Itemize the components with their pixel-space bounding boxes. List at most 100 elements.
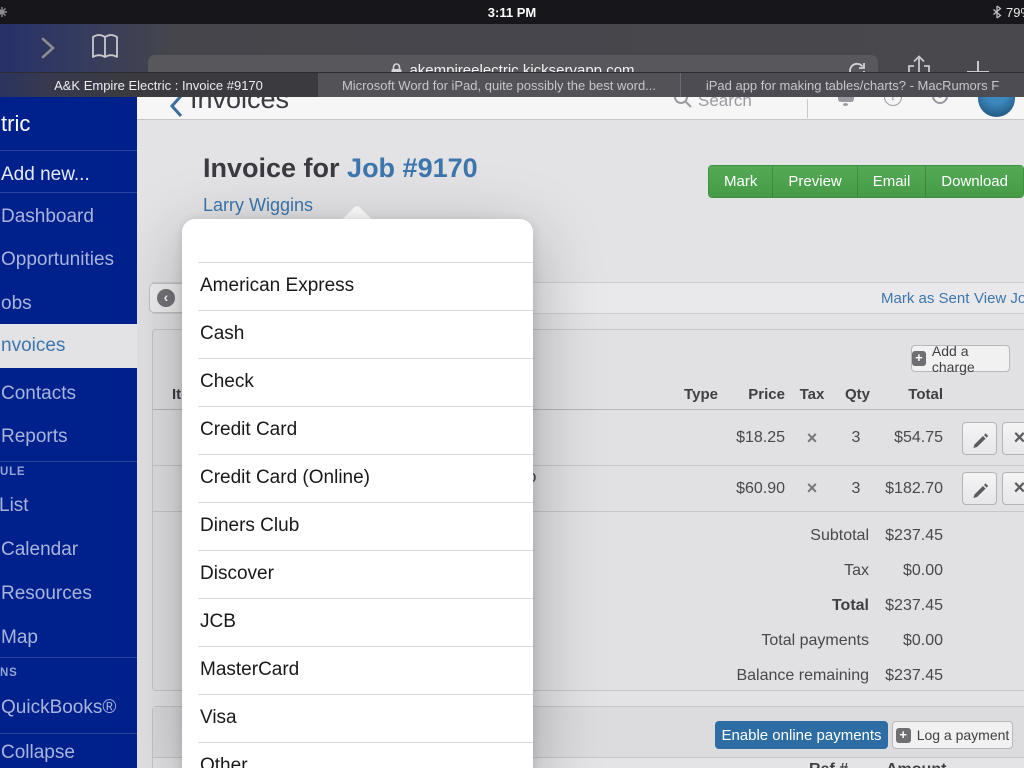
sidebar-item-collapse[interactable]: Collapse (1, 742, 75, 763)
app-sidebar: tric Add new... Dashboard Opportunities … (0, 97, 137, 768)
avatar[interactable] (978, 97, 1015, 117)
amount-column-header: Amount (886, 761, 946, 768)
sidebar-item-dashboard[interactable]: Dashboard (1, 206, 94, 227)
sidebar-section-addons: NS (0, 667, 18, 679)
sidebar-item-calendar[interactable]: Calendar (1, 539, 79, 560)
sidebar-item-map[interactable]: Map (1, 627, 38, 648)
delete-charge-button[interactable]: × (1002, 472, 1024, 505)
add-charge-button[interactable]: + Add a charge (911, 343, 1010, 375)
sidebar-item-jobs[interactable]: obs (1, 293, 32, 314)
row-separator (153, 511, 1024, 512)
job-link[interactable]: Job #9170 (347, 153, 478, 183)
sidebar-item-invoices[interactable]: nvoices (0, 324, 137, 368)
search-input[interactable]: Search (698, 97, 752, 110)
log-payment-button[interactable]: + Log a payment (892, 721, 1013, 749)
settings-gear-icon[interactable] (932, 97, 948, 104)
sidebar-divider (0, 461, 137, 462)
email-button[interactable]: Email (856, 166, 926, 197)
search-icon[interactable] (673, 97, 693, 109)
status-bar: 3:11 PM 79% (0, 0, 1024, 24)
sidebar-item-list[interactable]: List (0, 495, 29, 516)
invoice-title-prefix: Invoice for (203, 153, 340, 183)
popover-option[interactable]: Cash (182, 310, 533, 358)
edit-charge-button[interactable] (962, 422, 997, 455)
total-value: $237.45 (885, 667, 943, 684)
view-job-link[interactable]: View Job (974, 290, 1024, 307)
tab-invoice[interactable]: A&K Empire Electric : Invoice #9170 (0, 73, 317, 98)
enable-online-payments-button[interactable]: Enable online payments (715, 721, 888, 749)
forward-icon[interactable] (40, 36, 56, 60)
page-title: Invoices (190, 97, 290, 114)
sidebar-divider (0, 657, 137, 658)
tax-x-icon: × (806, 428, 818, 448)
total-value: $237.45 (885, 597, 943, 614)
charge-row: $18.25 × 3 $54.75 × (153, 411, 1024, 465)
brand-fragment[interactable]: tric (1, 111, 31, 136)
bluetooth-icon (993, 5, 1002, 19)
row-qty: 3 (851, 480, 861, 497)
row-price: $60.90 (736, 480, 785, 497)
tab-macrumors[interactable]: iPad app for making tables/charts? - Mac… (680, 73, 1024, 98)
safari-toolbar: akempireelectric.kickservapp.com (0, 24, 1024, 85)
popover-option[interactable]: JCB (182, 598, 533, 646)
battery-percent: 79% (1006, 5, 1024, 20)
sidebar-item-quickbooks[interactable]: QuickBooks® (1, 697, 117, 718)
preview-button[interactable]: Preview (772, 166, 857, 197)
sent-status-button[interactable]: ‹ (149, 283, 186, 313)
ref-column-header: Ref # (809, 761, 848, 768)
help-icon[interactable]: ? (884, 97, 902, 106)
col-total: Total (908, 386, 943, 403)
popover-option[interactable]: Visa (182, 694, 533, 742)
download-button[interactable]: Download (925, 166, 1023, 197)
customer-link[interactable]: Larry Wiggins (203, 195, 314, 215)
col-price: Price (748, 386, 785, 403)
plus-icon: + (895, 727, 911, 743)
header-divider (807, 99, 808, 118)
sidebar-item-contacts[interactable]: Contacts (1, 383, 76, 404)
totals-row: Balance remaining $237.45 (153, 658, 1024, 693)
bookmarks-icon[interactable] (90, 33, 120, 61)
total-label: Total payments (761, 632, 869, 649)
back-chevron-icon[interactable] (169, 97, 183, 118)
popover-option[interactable]: MasterCard (182, 646, 533, 694)
totals-row: Subtotal $237.45 (153, 518, 1024, 553)
totals-row: Total $237.45 (153, 588, 1024, 623)
popover-option[interactable]: Check (182, 358, 533, 406)
log-payment-label: Log a payment (916, 727, 1010, 743)
sidebar-item-resources[interactable]: Resources (1, 583, 92, 604)
mark-as-sent-link[interactable]: Mark as Sent (881, 290, 970, 307)
sidebar-item-add-new[interactable]: Add new... (1, 164, 90, 185)
invoice-title: Invoice for Job #9170 (203, 153, 478, 184)
row-total: $182.70 (885, 480, 943, 497)
popover-option[interactable]: Credit Card (Online) (182, 454, 533, 502)
popover-option[interactable]: Other (182, 742, 533, 768)
popover-option[interactable]: American Express (182, 262, 533, 310)
clock: 3:11 PM (487, 5, 537, 20)
tab-word[interactable]: Microsoft Word for iPad, quite possibly … (317, 73, 680, 98)
sidebar-item-opportunities[interactable]: Opportunities (1, 249, 115, 270)
popover-option[interactable]: Diners Club (182, 502, 533, 550)
row-separator (153, 465, 1024, 466)
popover-option-selected[interactable] (182, 219, 533, 262)
sent-status-icon: ‹ (157, 289, 175, 307)
invoice-actions: Mark Paid Preview Email Download (708, 165, 1024, 198)
sidebar-divider (0, 192, 137, 193)
popover-option[interactable]: Credit Card (182, 406, 533, 454)
tab-bar: A&K Empire Electric : Invoice #9170 Micr… (0, 72, 1024, 98)
pencil-icon (972, 433, 988, 448)
charge-row: $60.90 × 3 $182.70 × (153, 466, 1024, 511)
sidebar-item-reports[interactable]: Reports (1, 426, 68, 447)
notifications-bell-icon[interactable] (838, 97, 854, 106)
total-label: Balance remaining (736, 667, 869, 684)
total-label: Total (831, 597, 869, 614)
edit-charge-button[interactable] (962, 472, 997, 505)
plus-icon: + (912, 351, 926, 366)
totals-row: Total payments $0.00 (153, 623, 1024, 658)
mark-paid-button[interactable]: Mark Paid (709, 166, 773, 197)
total-value: $237.45 (885, 527, 943, 544)
popover-option[interactable]: Discover (182, 550, 533, 598)
main-content: Invoices Search ? Invoice for Job #9170 … (137, 97, 1024, 768)
total-value: $0.00 (902, 562, 943, 579)
delete-charge-button[interactable]: × (1002, 422, 1024, 455)
